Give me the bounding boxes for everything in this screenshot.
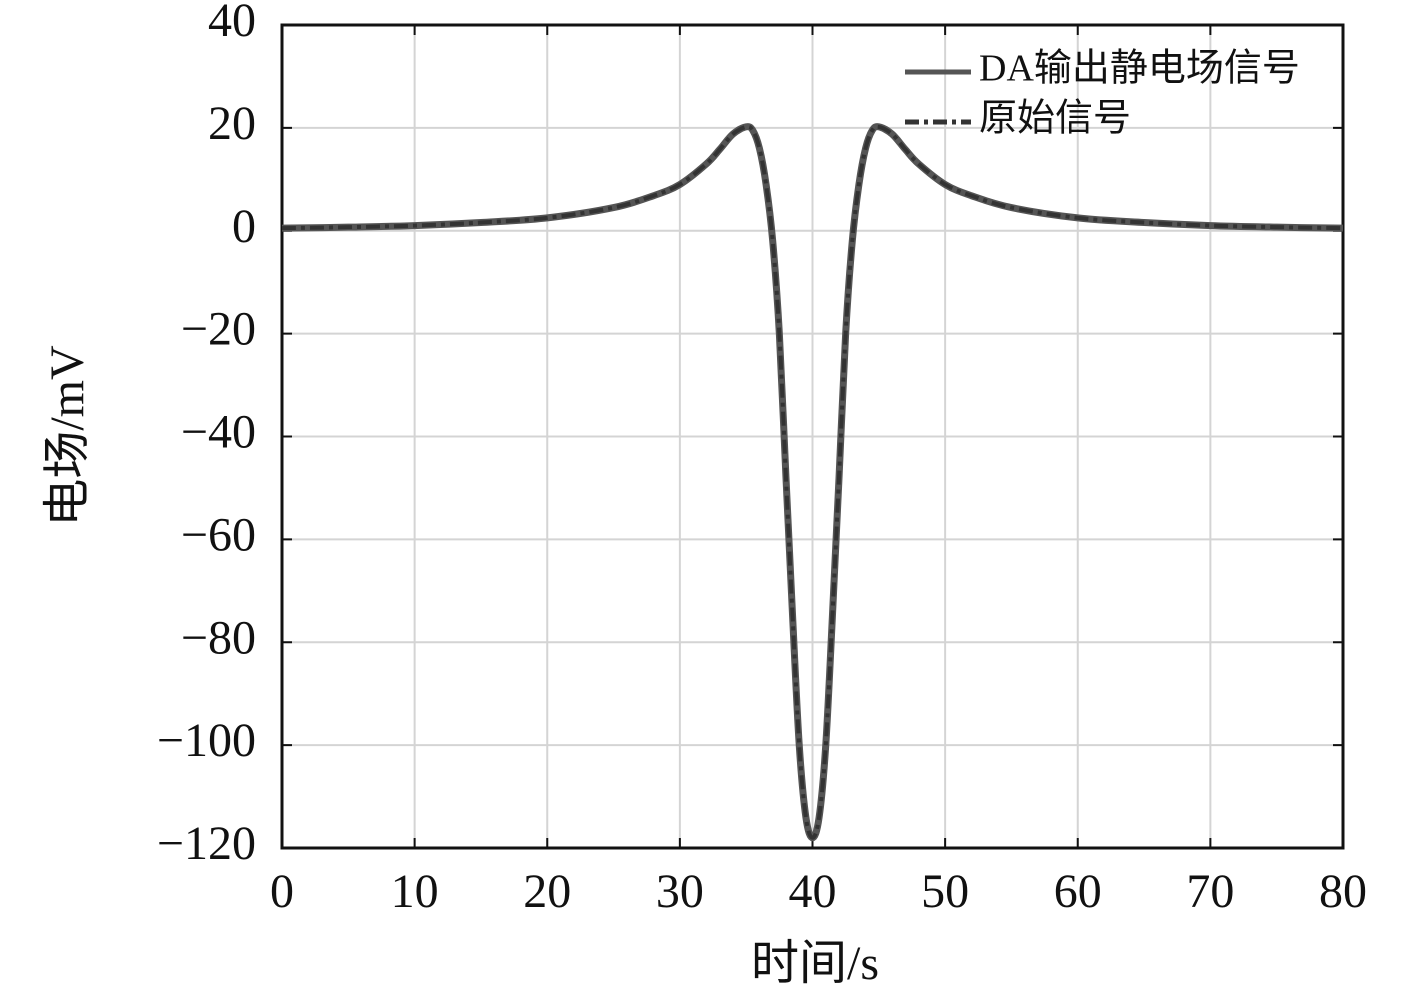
y-axis-label: 电场/mV <box>41 345 94 527</box>
y-tick-label: 0 <box>232 200 256 253</box>
x-tick-label: 60 <box>1054 865 1102 918</box>
plot-frame <box>280 23 1345 850</box>
legend-label: DA输出静电场信号 <box>979 48 1300 90</box>
x-tick-label: 80 <box>1319 865 1367 918</box>
legend-label: 原始信号 <box>979 98 1131 140</box>
y-tick-label: 40 <box>208 0 256 47</box>
y-tick-label: −120 <box>157 817 256 870</box>
y-tick-label: −20 <box>181 303 256 356</box>
data-line <box>281 124 1344 840</box>
x-tick-label: 40 <box>789 865 837 918</box>
x-tick-label: 0 <box>270 865 294 918</box>
x-tick-label: 30 <box>656 865 704 918</box>
y-tick-label: −100 <box>157 714 256 767</box>
x-tick-label: 10 <box>391 865 439 918</box>
y-tick-label: −40 <box>181 406 256 459</box>
x-tick-label: 70 <box>1186 865 1234 918</box>
x-axis-label: 时间/s <box>751 937 879 990</box>
y-tick-label: 20 <box>208 97 256 150</box>
x-tick-label: 50 <box>921 865 969 918</box>
x-tick-label: 20 <box>523 865 571 918</box>
y-tick-label: −80 <box>181 611 256 664</box>
y-tick-label: −60 <box>181 508 256 561</box>
